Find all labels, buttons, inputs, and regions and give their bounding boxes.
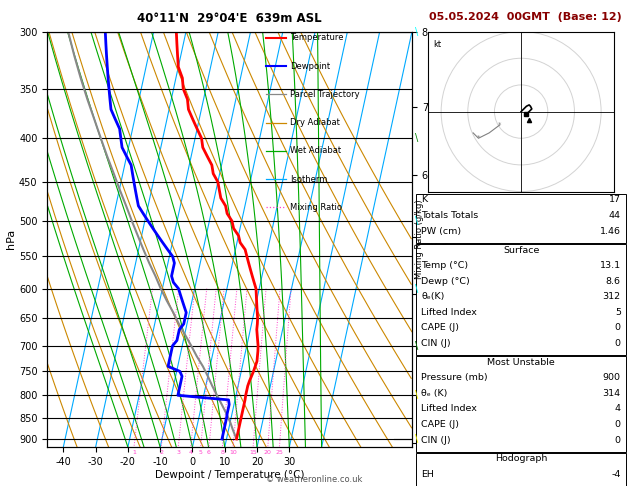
Text: 6: 6 [207, 451, 211, 455]
Text: 8.6: 8.6 [606, 277, 621, 286]
Y-axis label: km
ASL: km ASL [430, 230, 451, 248]
Text: Surface: Surface [503, 245, 539, 255]
Text: 0: 0 [615, 420, 621, 429]
Text: Pressure (mb): Pressure (mb) [421, 373, 488, 382]
Text: PW (cm): PW (cm) [421, 226, 462, 236]
Text: Mixing Ratio (g/kg): Mixing Ratio (g/kg) [415, 200, 424, 279]
Text: Totals Totals: Totals Totals [421, 211, 479, 220]
Text: \: \ [415, 27, 418, 36]
Text: © weatheronline.co.uk: © weatheronline.co.uk [266, 474, 363, 484]
Text: LCL: LCL [419, 434, 434, 443]
Text: Most Unstable: Most Unstable [487, 358, 555, 367]
Text: Temp (°C): Temp (°C) [421, 261, 469, 270]
Text: -4: -4 [611, 470, 621, 479]
Text: Temperature: Temperature [290, 34, 343, 42]
Text: EH: EH [421, 470, 434, 479]
Text: \: \ [415, 133, 418, 143]
Text: 05.05.2024  00GMT  (Base: 12): 05.05.2024 00GMT (Base: 12) [429, 12, 621, 22]
Text: 8: 8 [220, 451, 225, 455]
Text: Dewp (°C): Dewp (°C) [421, 277, 470, 286]
Y-axis label: hPa: hPa [6, 229, 16, 249]
Text: \: \ [415, 390, 418, 400]
Text: Mixing Ratio: Mixing Ratio [290, 203, 342, 212]
Text: 1.46: 1.46 [600, 226, 621, 236]
Text: 900: 900 [603, 373, 621, 382]
Text: CAPE (J): CAPE (J) [421, 420, 459, 429]
X-axis label: Dewpoint / Temperature (°C): Dewpoint / Temperature (°C) [155, 469, 304, 480]
Text: 0: 0 [615, 435, 621, 445]
Text: K: K [421, 195, 428, 205]
Text: \: \ [415, 434, 418, 444]
Text: 4: 4 [189, 451, 192, 455]
Text: 20: 20 [264, 451, 272, 455]
Text: 1: 1 [132, 451, 136, 455]
Text: 312: 312 [603, 292, 621, 301]
Text: θₑ(K): θₑ(K) [421, 292, 445, 301]
Text: Hodograph: Hodograph [495, 454, 547, 464]
Text: 25: 25 [276, 451, 284, 455]
Text: Dry Adiabat: Dry Adiabat [290, 118, 340, 127]
Text: 15: 15 [249, 451, 257, 455]
Text: CIN (J): CIN (J) [421, 339, 451, 348]
Text: 2: 2 [159, 451, 164, 455]
Text: 5: 5 [199, 451, 203, 455]
Text: 0: 0 [615, 323, 621, 332]
Text: CAPE (J): CAPE (J) [421, 323, 459, 332]
Text: 3: 3 [176, 451, 181, 455]
Text: 13.1: 13.1 [599, 261, 621, 270]
Text: \: \ [415, 216, 418, 226]
Text: 10: 10 [229, 451, 237, 455]
Text: 44: 44 [609, 211, 621, 220]
Text: Lifted Index: Lifted Index [421, 404, 477, 414]
Text: \: \ [415, 341, 418, 351]
Text: Parcel Trajectory: Parcel Trajectory [290, 90, 359, 99]
Text: Lifted Index: Lifted Index [421, 308, 477, 317]
Text: *: * [477, 135, 480, 141]
Text: 0: 0 [615, 339, 621, 348]
Text: kt: kt [433, 39, 442, 49]
Text: 4: 4 [615, 404, 621, 414]
Text: Isotherm: Isotherm [290, 174, 327, 184]
Text: 40°11'N  29°04'E  639m ASL: 40°11'N 29°04'E 639m ASL [137, 12, 322, 25]
Text: 17: 17 [609, 195, 621, 205]
Text: θₑ (K): θₑ (K) [421, 389, 448, 398]
Text: CIN (J): CIN (J) [421, 435, 451, 445]
Text: 5: 5 [615, 308, 621, 317]
Text: Wet Adiabat: Wet Adiabat [290, 146, 341, 156]
Text: \: \ [415, 284, 418, 294]
Text: 314: 314 [603, 389, 621, 398]
Text: *: * [498, 122, 501, 128]
Text: Dewpoint: Dewpoint [290, 62, 330, 70]
